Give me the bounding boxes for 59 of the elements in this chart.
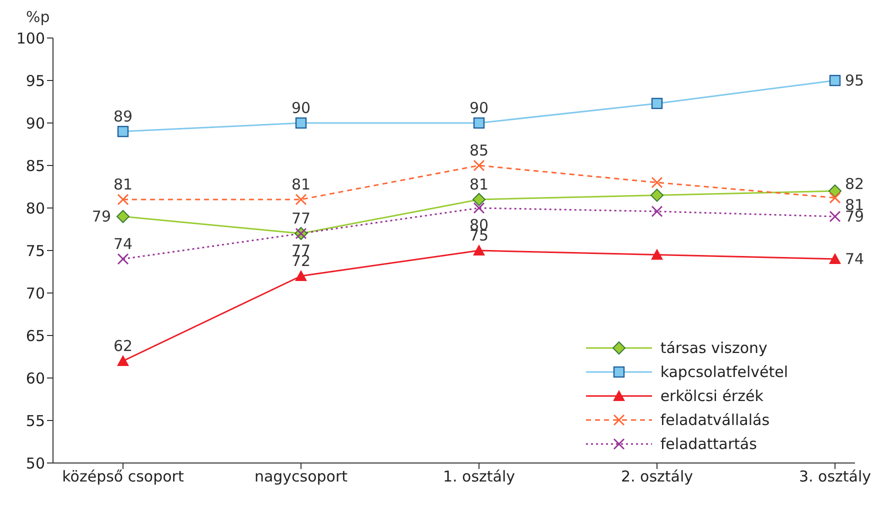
x-tick-label: 3. osztály (798, 468, 872, 486)
y-tick-label: 90 (26, 114, 45, 132)
data-label: 79 (92, 208, 111, 226)
y-tick-label: 55 (26, 412, 45, 430)
point (828, 184, 842, 198)
data-label: 89 (113, 108, 133, 126)
legend-label: feladattartás (660, 435, 757, 453)
point (829, 192, 841, 204)
y-tick-label: 75 (26, 242, 45, 260)
y-tick-label: 100 (16, 29, 45, 48)
y-tick-label: 80 (26, 199, 45, 218)
point (117, 126, 129, 138)
legend-label: kapcsolatfelvétel (660, 363, 788, 381)
data-label: 81 (113, 176, 133, 194)
point (651, 206, 663, 218)
point (650, 188, 664, 202)
point (651, 248, 663, 260)
x-tick-label: 2. osztály (620, 468, 694, 486)
y-tick-label: 95 (26, 72, 45, 90)
data-label: 82 (845, 175, 864, 193)
x-tick-label: középső csoport (62, 468, 184, 486)
point (473, 160, 485, 172)
legend-label: erkölcsi érzék (660, 387, 764, 405)
data-label: 74 (113, 235, 133, 253)
legend-label: feladatvállalás (660, 411, 770, 429)
y-tick-label: 50 (26, 454, 45, 472)
point (295, 270, 307, 281)
legend-label: társas viszony (660, 339, 768, 357)
point (473, 117, 485, 129)
point (116, 210, 130, 223)
x-tick-label: nagycsoport (254, 468, 348, 486)
point (295, 194, 307, 206)
data-label: 95 (845, 72, 864, 90)
data-label: 85 (469, 142, 489, 160)
point (829, 210, 841, 222)
y-tick-label: 65 (26, 326, 45, 345)
y-axis-title: %p (26, 8, 50, 26)
data-label: 62 (113, 337, 133, 355)
point (472, 193, 486, 206)
y-tick-label: 85 (26, 156, 45, 175)
data-label: 74 (845, 250, 864, 268)
data-label: 90 (469, 99, 489, 117)
point (829, 74, 841, 86)
point (473, 244, 485, 256)
data-label: 81 (291, 176, 311, 194)
point (117, 253, 129, 265)
data-label: 81 (469, 176, 489, 194)
point (651, 176, 663, 188)
x-tick-label: 1. osztály (442, 468, 516, 486)
point (473, 202, 485, 214)
y-tick-label: 60 (26, 369, 45, 388)
point (295, 117, 307, 129)
data-label: 77 (291, 210, 311, 228)
point (829, 253, 841, 264)
point (651, 98, 663, 110)
point (117, 194, 129, 206)
y-tick-label: 70 (26, 284, 45, 302)
data-label: 90 (291, 99, 311, 117)
point (117, 355, 129, 366)
